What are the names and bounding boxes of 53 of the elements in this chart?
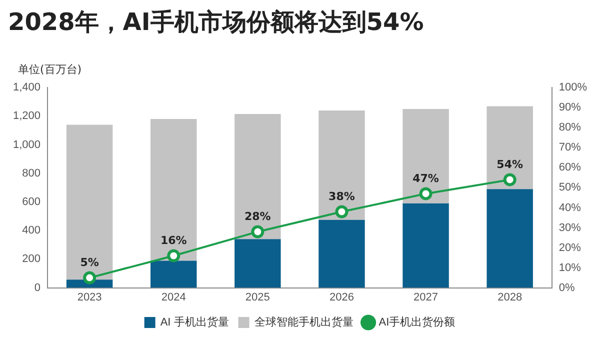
bar: [318, 220, 365, 288]
bar: [234, 239, 281, 288]
bar: [318, 110, 365, 220]
y-tick-label: 1,400: [12, 82, 41, 94]
y-tick-label: 1,000: [12, 138, 41, 151]
x-tick-label: 2026: [329, 291, 354, 304]
y2-tick-label: 50%: [558, 182, 582, 194]
x-tick-label: 2028: [498, 291, 522, 304]
y-tick-label: 1,200: [12, 110, 41, 122]
y-tick-label: 0: [34, 282, 41, 294]
y2-tick-label: 60%: [558, 162, 582, 174]
legend-label: 全球智能手机出货量: [254, 316, 354, 329]
y-tick-label: 600: [22, 196, 41, 208]
data-label: 38%: [328, 190, 355, 204]
point: [335, 205, 348, 218]
x-tick-label: 2023: [77, 291, 102, 304]
y-tick-label: 200: [22, 253, 41, 266]
y-tick-label: 400: [22, 224, 41, 237]
legend-label: AI手机出货份额: [378, 316, 456, 329]
y2-tick-label: 40%: [558, 202, 582, 214]
bar: [66, 124, 113, 280]
x-tick-label: 2024: [161, 291, 186, 304]
y2-tick-label: 80%: [558, 122, 582, 134]
y2-tick-label: 10%: [558, 262, 582, 274]
legend-label: AI 手机出货量: [160, 316, 229, 329]
data-label: 47%: [412, 172, 439, 186]
y-axis-title: 单位(百万台): [18, 62, 82, 77]
bar: [486, 189, 533, 288]
bar: [150, 119, 197, 261]
y2-tick-label: 100%: [558, 82, 588, 94]
point: [167, 249, 180, 262]
data-label: 16%: [160, 234, 187, 248]
point: [503, 173, 516, 186]
data-label: 5%: [80, 256, 99, 270]
y2-tick-label: 70%: [558, 142, 582, 154]
y2-tick-label: 30%: [558, 222, 582, 234]
chart-title: 2028年，AI手机市场份额将达到54%: [8, 7, 424, 38]
point: [83, 271, 96, 284]
y2-tick-label: 90%: [558, 102, 582, 114]
y2-tick-label: 20%: [558, 242, 582, 254]
data-label: 28%: [244, 210, 271, 224]
data-label: 54%: [496, 158, 524, 172]
bar: [402, 109, 449, 204]
x-tick-label: 2025: [245, 291, 270, 304]
bar: [150, 260, 197, 288]
point: [251, 225, 264, 238]
bar: [402, 203, 449, 288]
bar: [486, 106, 533, 190]
x-tick-label: 2027: [414, 291, 438, 304]
y2-tick-label: 0%: [558, 282, 575, 294]
point: [419, 187, 432, 200]
y-tick-label: 800: [22, 167, 41, 180]
bar: [234, 114, 281, 240]
